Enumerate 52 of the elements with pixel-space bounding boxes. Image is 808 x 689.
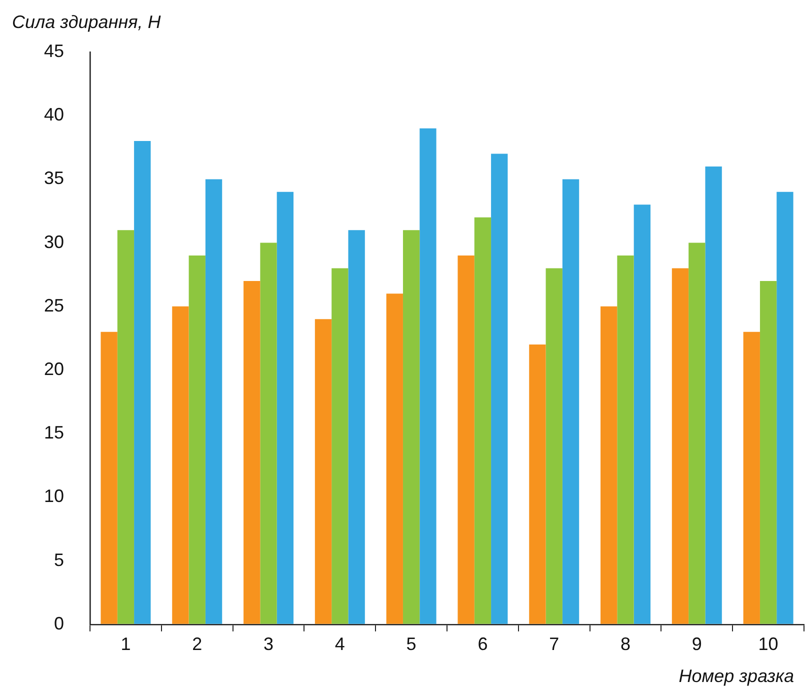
bar [205, 179, 222, 624]
bar [705, 166, 722, 624]
x-tick-label: 2 [192, 634, 202, 654]
y-tick-label: 5 [54, 550, 64, 570]
y-tick-label: 35 [44, 168, 64, 188]
bar [458, 256, 474, 624]
y-tick-label: 10 [44, 486, 64, 506]
x-tick-label: 3 [264, 634, 274, 654]
y-tick-label: 0 [54, 613, 64, 634]
bar [134, 141, 151, 624]
x-tick-label: 5 [406, 634, 416, 654]
bar [634, 204, 650, 624]
bar [600, 306, 618, 624]
bar [760, 280, 777, 624]
bar [402, 230, 420, 624]
bar [529, 344, 546, 624]
x-tick-label: 8 [620, 634, 631, 654]
bar [244, 280, 260, 624]
bar [332, 268, 348, 624]
bar [260, 242, 277, 624]
y-tick-label: 30 [44, 232, 64, 252]
x-tick-label: 10 [758, 634, 778, 654]
bar [491, 154, 508, 624]
x-tick-label: 6 [478, 634, 488, 654]
y-tick-label: 45 [44, 40, 64, 61]
bar [117, 230, 134, 624]
x-tick-label: 7 [549, 634, 560, 654]
bar [743, 332, 760, 624]
bar [314, 319, 332, 624]
bar [474, 217, 492, 624]
bar [386, 294, 403, 624]
y-tick-label: 40 [44, 104, 64, 125]
bar [776, 192, 794, 624]
y-tick-label: 25 [44, 295, 64, 316]
bar [420, 128, 436, 624]
bar [617, 256, 634, 624]
bar [276, 192, 294, 624]
y-axis-title: Сила здирання, Н [12, 12, 161, 33]
y-tick-label: 20 [44, 358, 64, 379]
x-tick-label: 1 [120, 634, 131, 654]
bar [562, 179, 580, 624]
bar [172, 306, 189, 624]
x-axis-title: Номер зразка [678, 666, 794, 687]
bar [688, 242, 706, 624]
bar [188, 256, 206, 624]
bar [100, 332, 118, 624]
bar [672, 268, 689, 624]
bar [546, 268, 562, 624]
x-tick-label: 4 [334, 634, 345, 654]
y-tick-label: 15 [44, 422, 64, 443]
x-tick-label: 9 [692, 634, 702, 654]
bar [348, 230, 365, 624]
